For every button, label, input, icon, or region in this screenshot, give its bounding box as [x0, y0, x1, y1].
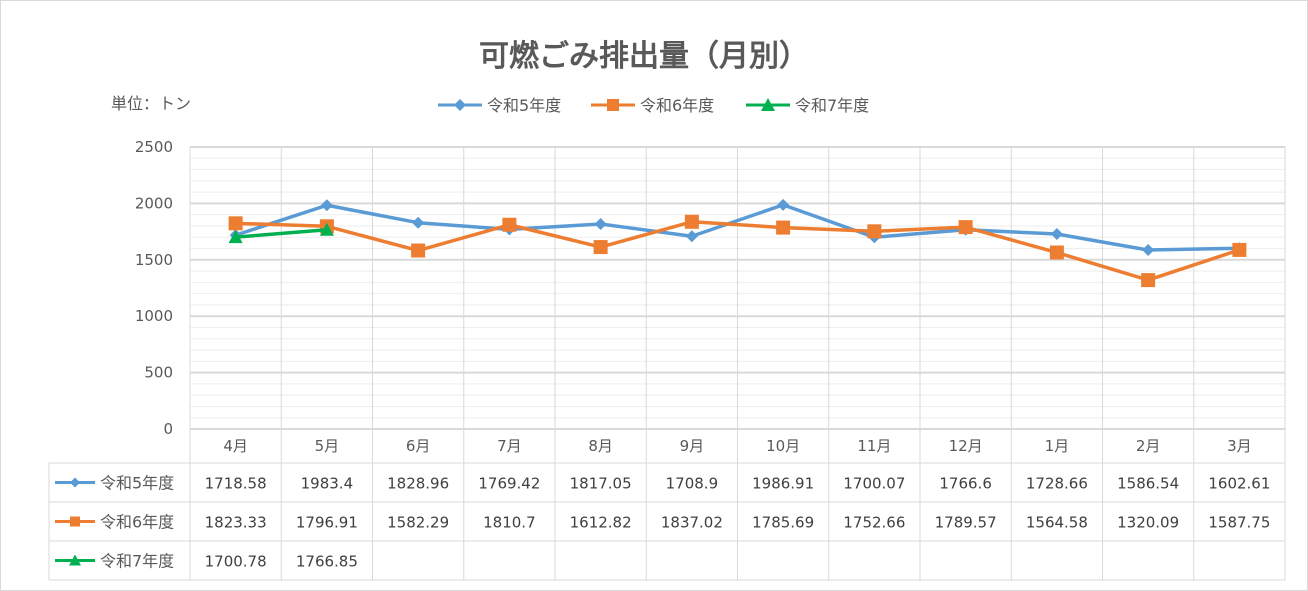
table-cell-value: 1769.42	[478, 475, 540, 493]
table-cell-value: 1612.82	[570, 514, 632, 532]
data-point	[412, 216, 425, 229]
x-tick-label: 4月	[223, 437, 248, 455]
table-cell-value: 1582.29	[387, 514, 449, 532]
table-cell-value: 1789.57	[935, 514, 997, 532]
series-line-0	[235, 203, 1240, 252]
table-cell-value: 1708.9	[666, 475, 719, 493]
data-point	[685, 230, 698, 243]
table-cell-value: 1602.61	[1208, 475, 1270, 493]
gridlines	[189, 146, 1286, 430]
unit-label: 単位：トン	[111, 94, 191, 113]
data-point	[1050, 228, 1063, 241]
x-tick-label: 5月	[315, 437, 340, 455]
table-cell-value: 1986.91	[752, 475, 814, 493]
table-cell-value: 1320.09	[1117, 514, 1179, 532]
table-cell-value: 1796.91	[296, 514, 358, 532]
y-tick-label: 1000	[135, 307, 173, 325]
table-cell-value: 1785.69	[752, 514, 814, 532]
data-point	[228, 216, 243, 231]
x-tick-label: 9月	[680, 437, 705, 455]
table-cell-value: 1564.58	[1026, 514, 1088, 532]
table-cell-value: 1766.6	[939, 475, 992, 493]
series-line-1	[235, 220, 1240, 282]
table-cell-value: 1837.02	[661, 514, 723, 532]
table-cell-value: 1586.54	[1117, 475, 1179, 493]
table-cell-value: 1817.05	[570, 475, 632, 493]
table-cell-value: 1752.66	[843, 514, 905, 532]
table-legend-marker	[69, 554, 81, 566]
x-tick-label: 6月	[406, 437, 431, 455]
y-tick-label: 1500	[135, 251, 173, 269]
table-cell-value: 1983.4	[301, 475, 354, 493]
y-axis: 0 500 1000 1500 2000 2500	[135, 138, 173, 438]
data-point	[684, 214, 699, 229]
table-row-label: 令和6年度	[100, 513, 174, 532]
data-point	[1049, 245, 1064, 260]
table-cell-value: 1700.07	[843, 475, 905, 493]
table-cell-value: 1828.96	[387, 475, 449, 493]
data-point	[594, 218, 607, 231]
x-tick-label: 11月	[857, 437, 891, 455]
y-tick-label: 0	[163, 420, 173, 438]
data-point	[777, 198, 790, 211]
data-point	[1142, 244, 1155, 257]
data-point	[502, 217, 517, 232]
table-legend-marker	[70, 516, 80, 527]
data-point	[320, 199, 333, 212]
table-cell-value: 1700.78	[205, 553, 267, 571]
x-tick-label: 12月	[949, 437, 983, 455]
x-tick-label: 3月	[1227, 437, 1252, 455]
table-cell-value: 1823.33	[205, 514, 267, 532]
table-legend-marker	[70, 477, 80, 488]
legend-marker	[607, 99, 619, 111]
legend-label: 令和5年度	[487, 96, 561, 115]
y-tick-label: 2500	[135, 138, 173, 156]
data-point	[1141, 273, 1156, 288]
x-tick-label: 8月	[588, 437, 613, 455]
data-point	[1232, 242, 1247, 257]
data-point	[776, 220, 791, 235]
data-point	[958, 220, 973, 235]
series-line-2	[235, 227, 328, 239]
x-tick-label: 7月	[497, 437, 522, 455]
x-tick-label: 1月	[1045, 437, 1070, 455]
table-cell-value: 1728.66	[1026, 475, 1088, 493]
legend-label: 令和6年度	[640, 96, 714, 115]
table-cell-value: 1587.75	[1208, 514, 1270, 532]
table-row-label: 令和5年度	[100, 474, 174, 493]
legend: 令和5年度 令和6年度 令和7年度	[438, 96, 869, 115]
x-tick-label: 2月	[1136, 437, 1161, 455]
data-point	[319, 222, 334, 236]
x-tick-label: 10月	[766, 437, 800, 455]
y-tick-label: 2000	[135, 194, 173, 212]
table-cell-value: 1766.85	[296, 553, 358, 571]
table-cell-value: 1810.7	[483, 514, 536, 532]
table-row-label: 令和7年度	[100, 552, 174, 571]
data-point	[593, 240, 608, 255]
y-tick-label: 500	[144, 364, 173, 382]
table-cell-value: 1718.58	[205, 475, 267, 493]
chart-title: 可燃ごみ排出量（月別）	[479, 39, 809, 74]
data-point	[411, 243, 426, 258]
series-lines	[228, 198, 1247, 288]
data-point	[228, 230, 243, 244]
data-point	[867, 224, 882, 239]
legend-marker	[761, 98, 775, 111]
legend-marker	[454, 99, 466, 111]
legend-label: 令和7年度	[795, 96, 869, 115]
